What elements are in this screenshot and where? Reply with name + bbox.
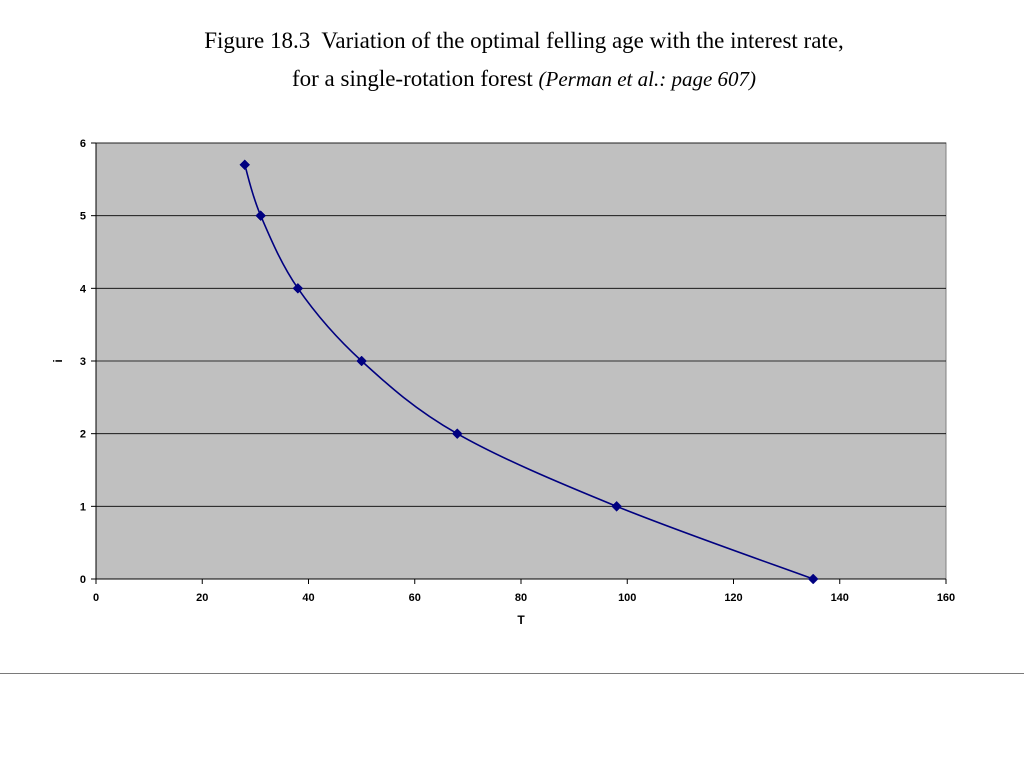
data-point-1 xyxy=(255,210,267,222)
data-point-2 xyxy=(292,282,304,294)
x-tick-label-0: 0 xyxy=(93,592,99,604)
x-tick-label-120: 120 xyxy=(724,592,742,604)
y-tick-label-3: 3 xyxy=(80,356,86,368)
bottom-divider xyxy=(0,673,1024,674)
data-point-5 xyxy=(611,500,622,512)
x-tick-label-60: 60 xyxy=(409,592,421,604)
caption-line-2: for a single-rotation forest (Perman et … xyxy=(0,60,1024,98)
series-line-0 xyxy=(243,164,814,580)
x-axis-label: T xyxy=(517,613,525,627)
y-tick-label-2: 2 xyxy=(80,429,86,441)
caption-source: (Perman et al.: page 607) xyxy=(538,67,757,91)
data-point-0 xyxy=(239,159,251,171)
x-tick-label-80: 80 xyxy=(515,592,527,604)
data-point-3 xyxy=(356,355,367,367)
y-tick-label-0: 0 xyxy=(80,574,86,586)
y-tick-label-4: 4 xyxy=(80,283,87,295)
caption-line-2-main: for a single-rotation forest xyxy=(291,66,539,91)
chart-caption: Figure 18.3 Variation of the optimal fel… xyxy=(0,22,1024,98)
x-tick-label-40: 40 xyxy=(302,592,314,604)
y-axis-label: i xyxy=(51,359,65,362)
x-tick-label-140: 140 xyxy=(831,592,849,604)
data-point-6 xyxy=(807,573,819,585)
data-point-4 xyxy=(451,428,463,440)
y-tick-label-6: 6 xyxy=(80,138,86,150)
x-tick-label-160: 160 xyxy=(937,592,955,604)
caption-line-1: Figure 18.3 Variation of the optimal fel… xyxy=(204,28,844,53)
x-tick-label-100: 100 xyxy=(618,592,636,604)
y-tick-label-1: 1 xyxy=(80,501,86,513)
y-tick-label-5: 5 xyxy=(80,211,86,223)
x-tick-label-20: 20 xyxy=(196,592,208,604)
